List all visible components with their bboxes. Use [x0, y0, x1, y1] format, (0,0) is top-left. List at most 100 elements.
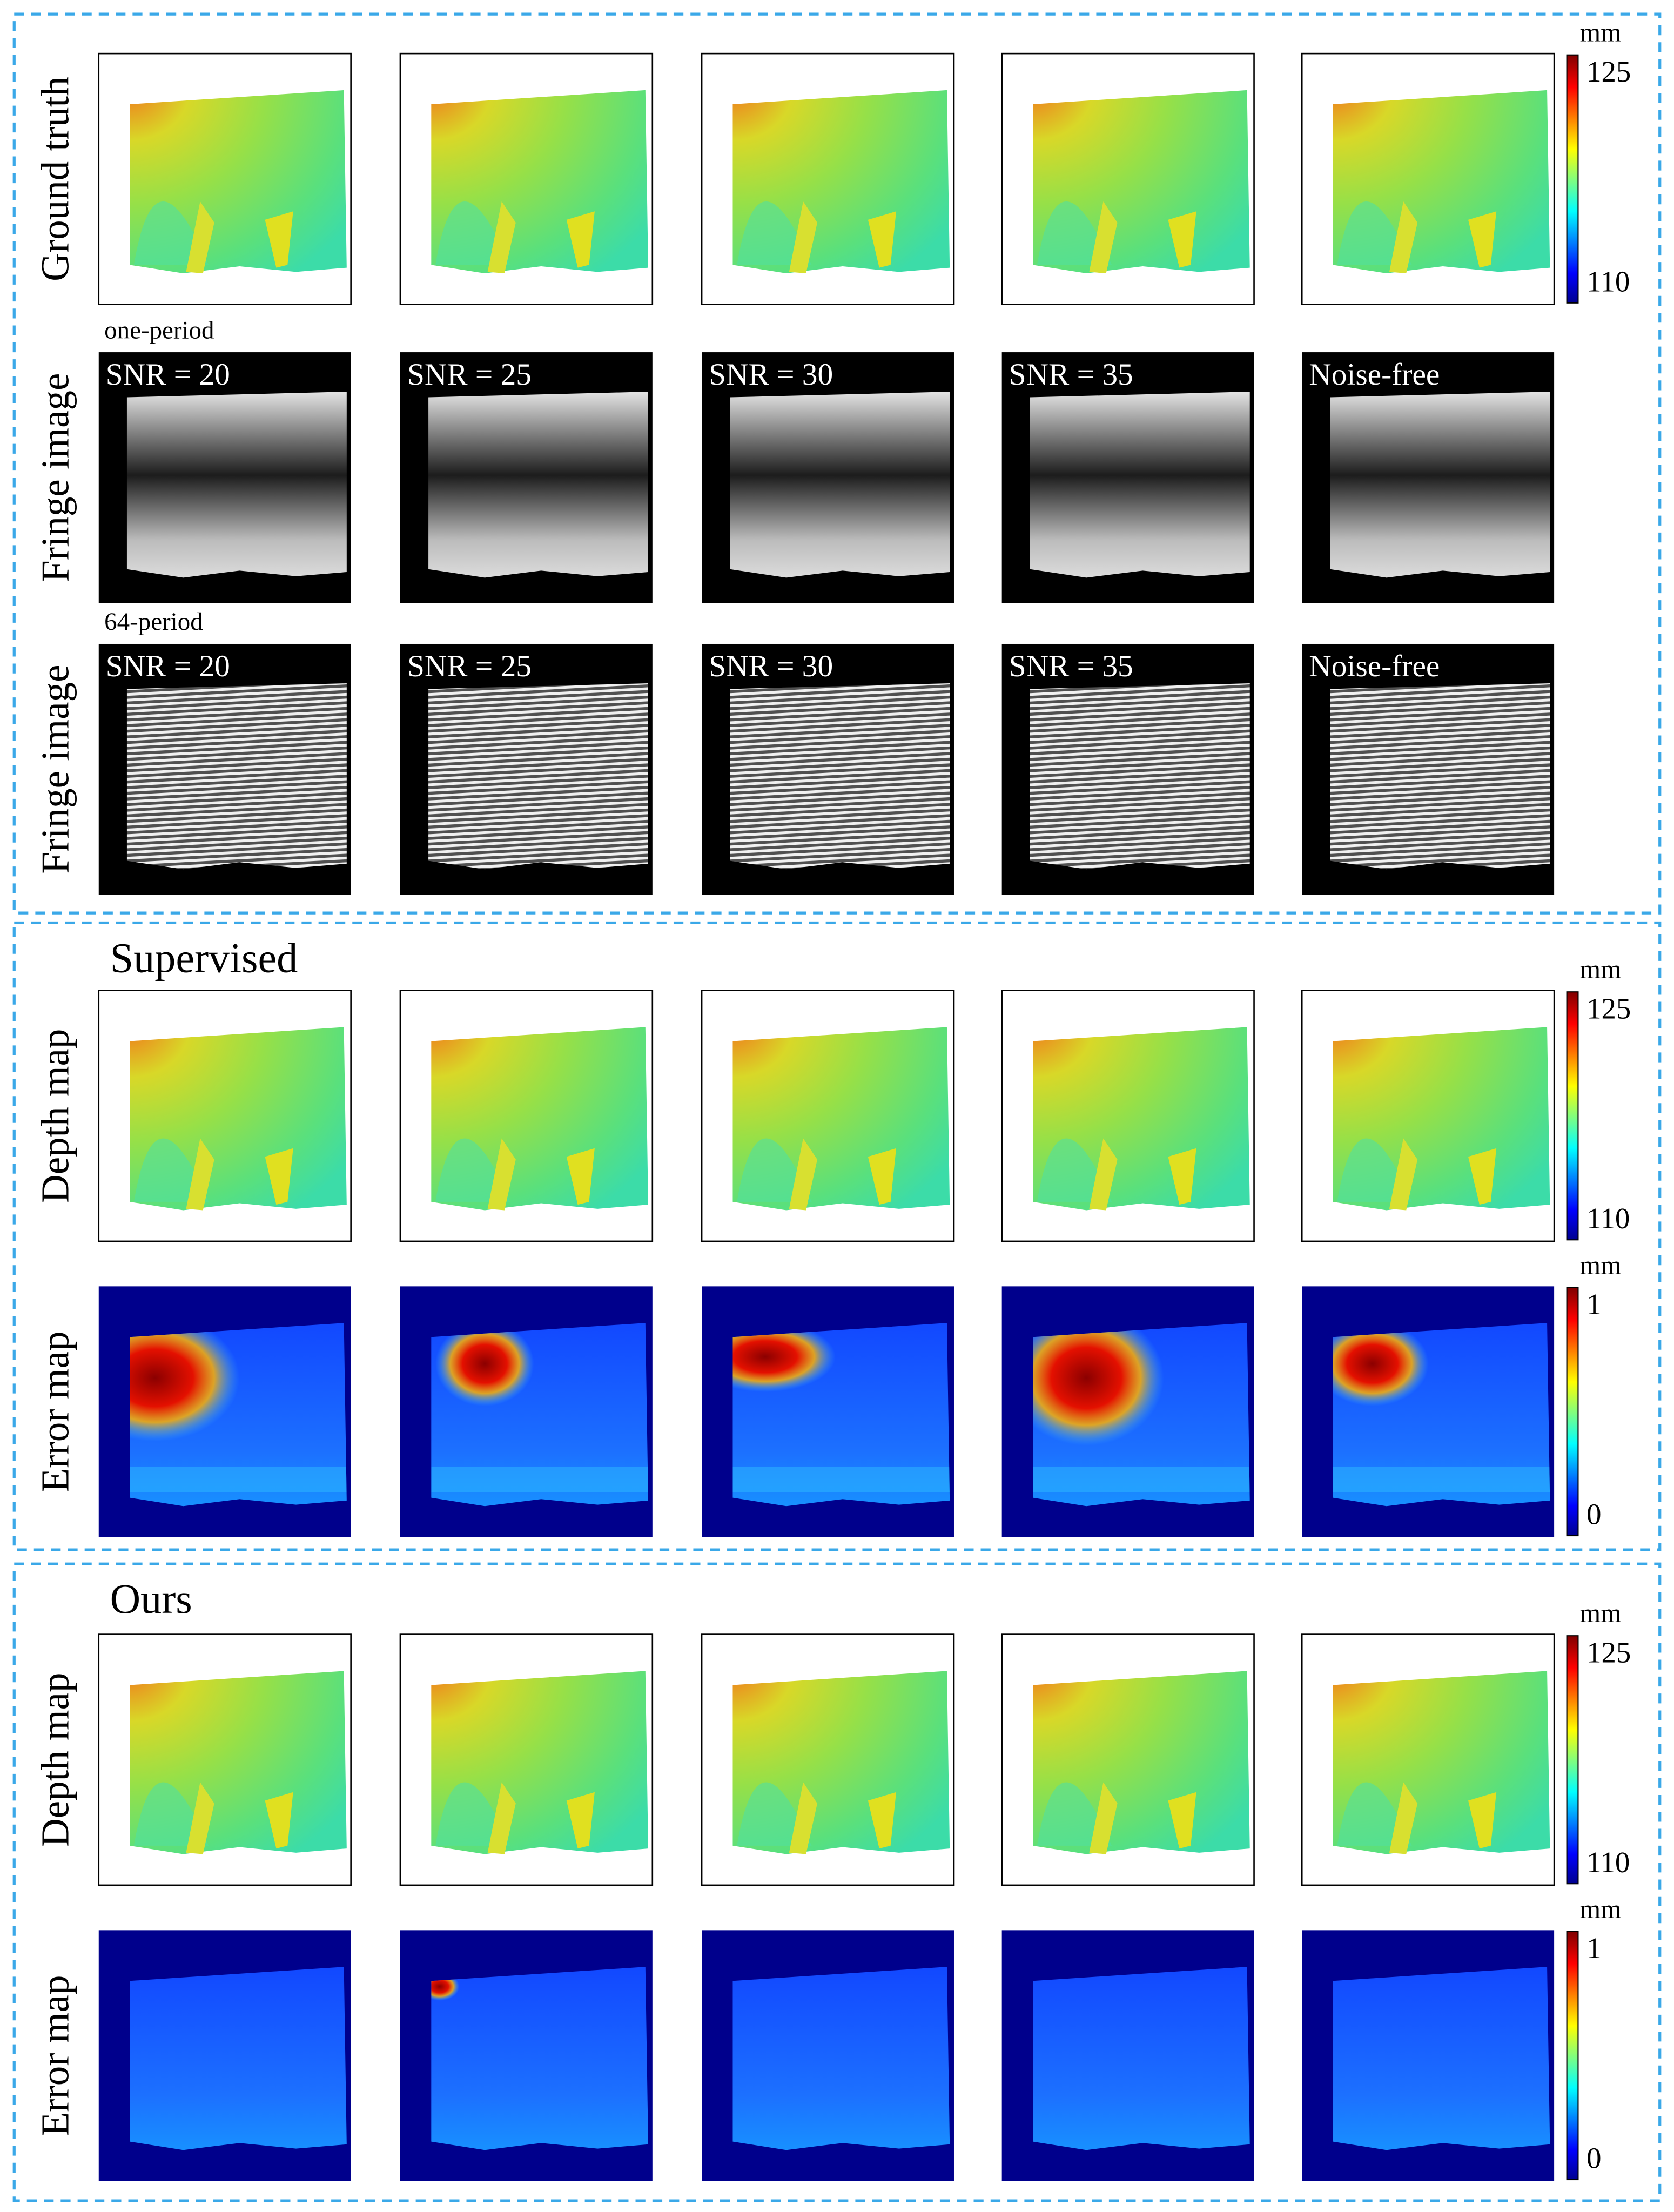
arch-foot — [487, 201, 516, 274]
error-hotspot — [130, 1323, 240, 1442]
arch-foot — [487, 1138, 516, 1211]
row-label: Error map — [33, 1975, 77, 2136]
arch-shading — [133, 1138, 209, 1202]
image-cell — [701, 1633, 955, 1886]
arch-foot — [1168, 1792, 1196, 1849]
image-cell — [98, 52, 352, 305]
image-cell — [702, 1930, 954, 2181]
arch-foot — [487, 1782, 516, 1854]
arch-foot — [1468, 211, 1497, 268]
colorbar-unit: mm — [1580, 18, 1622, 48]
colorbar-unit: mm — [1580, 1250, 1622, 1280]
arch-foot — [186, 1138, 214, 1211]
image-cell — [399, 52, 654, 305]
error-hotspot — [1333, 1323, 1429, 1407]
arch-foot — [789, 1138, 817, 1211]
error-surface — [431, 1967, 648, 2150]
image-caption: SNR = 35 — [1009, 358, 1133, 392]
arch-foot — [1389, 1782, 1418, 1854]
image-cell — [1001, 1633, 1255, 1886]
fringe-pattern — [1030, 683, 1250, 870]
image-cell — [701, 52, 955, 305]
image-cell — [98, 990, 352, 1242]
arch-foot — [1389, 201, 1418, 274]
arch-foot — [566, 1148, 595, 1205]
row-note: 64-period — [104, 608, 203, 636]
image-cell — [98, 1286, 351, 1537]
image-cell: Noise-free — [1302, 352, 1555, 603]
arch-shading — [435, 1782, 510, 1846]
image-caption: SNR = 30 — [709, 358, 833, 392]
arch-shading — [737, 1782, 812, 1846]
error-surface — [130, 1967, 347, 2150]
arch-foot — [789, 1782, 817, 1854]
arch-foot — [1089, 201, 1118, 274]
colorbar-unit: mm — [1580, 1894, 1622, 1924]
section-border — [12, 921, 1662, 1551]
arch-shading — [133, 201, 209, 265]
arch-shading — [1037, 1782, 1112, 1846]
colorbar-max: 125 — [1586, 992, 1631, 1025]
colorbar-unit: mm — [1580, 954, 1622, 984]
image-cell — [400, 1930, 653, 2181]
colorbar — [1566, 1287, 1579, 1537]
image-cell — [98, 1930, 351, 2181]
arch-foot — [868, 211, 897, 268]
image-cell — [1301, 990, 1555, 1242]
image-cell: SNR = 35 — [1001, 643, 1254, 895]
colorbar-min: 110 — [1586, 1846, 1630, 1879]
image-cell — [399, 1633, 654, 1886]
arch-foot — [1089, 1782, 1118, 1854]
arch-shading — [1337, 1782, 1412, 1846]
image-cell: SNR = 20 — [98, 352, 351, 603]
fringe-pattern — [1330, 683, 1550, 870]
image-cell: SNR = 20 — [98, 643, 351, 895]
image-caption: SNR = 35 — [1009, 649, 1133, 683]
fringe-pattern — [1030, 392, 1250, 578]
arch-foot — [265, 1148, 293, 1205]
error-band — [431, 1467, 648, 1492]
row-label: Fringe image — [33, 373, 77, 582]
arch-shading — [1037, 201, 1112, 265]
arch-foot — [1089, 1138, 1118, 1211]
fringe-pattern — [126, 392, 347, 578]
image-caption: SNR = 20 — [106, 649, 230, 683]
arch-foot — [186, 201, 214, 274]
arch-foot — [1168, 1148, 1196, 1205]
image-cell: SNR = 25 — [400, 643, 653, 895]
colorbar — [1566, 1931, 1579, 2181]
row-label: Fringe image — [33, 664, 77, 873]
colorbar-max: 125 — [1586, 55, 1631, 88]
image-caption: Noise-free — [1309, 358, 1440, 392]
error-band — [130, 1467, 347, 1492]
colorbar-max: 125 — [1586, 1636, 1631, 1669]
row-label: Error map — [33, 1331, 77, 1492]
error-band — [1033, 1467, 1250, 1492]
arch-foot — [868, 1148, 897, 1205]
colorbar-max: 1 — [1586, 1932, 1601, 1965]
image-cell: SNR = 25 — [400, 352, 653, 603]
error-hotspot — [1033, 1323, 1164, 1446]
arch-shading — [1337, 1138, 1412, 1202]
fringe-pattern — [428, 392, 648, 578]
error-surface — [1033, 1967, 1250, 2150]
image-cell: Noise-free — [1302, 643, 1555, 895]
error-band — [1333, 1467, 1550, 1492]
image-caption: SNR = 20 — [106, 358, 230, 392]
image-cell: SNR = 35 — [1001, 352, 1254, 603]
arch-shading — [737, 1138, 812, 1202]
image-caption: SNR = 30 — [709, 649, 833, 683]
colorbar — [1566, 54, 1579, 304]
image-cell — [1001, 52, 1255, 305]
arch-foot — [566, 211, 595, 268]
image-cell — [701, 990, 955, 1242]
colorbar-min: 110 — [1586, 265, 1630, 298]
image-cell — [400, 1286, 653, 1537]
arch-foot — [186, 1782, 214, 1854]
error-surface — [1333, 1967, 1550, 2150]
image-cell — [1301, 52, 1555, 305]
arch-foot — [868, 1792, 897, 1849]
image-cell — [1001, 990, 1255, 1242]
image-cell — [1001, 1930, 1254, 2181]
arch-shading — [435, 201, 510, 265]
